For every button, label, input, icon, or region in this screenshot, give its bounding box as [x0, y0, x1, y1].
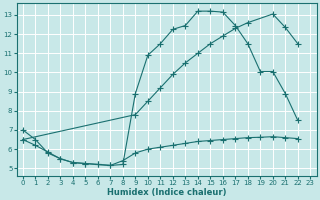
X-axis label: Humidex (Indice chaleur): Humidex (Indice chaleur) — [107, 188, 226, 197]
